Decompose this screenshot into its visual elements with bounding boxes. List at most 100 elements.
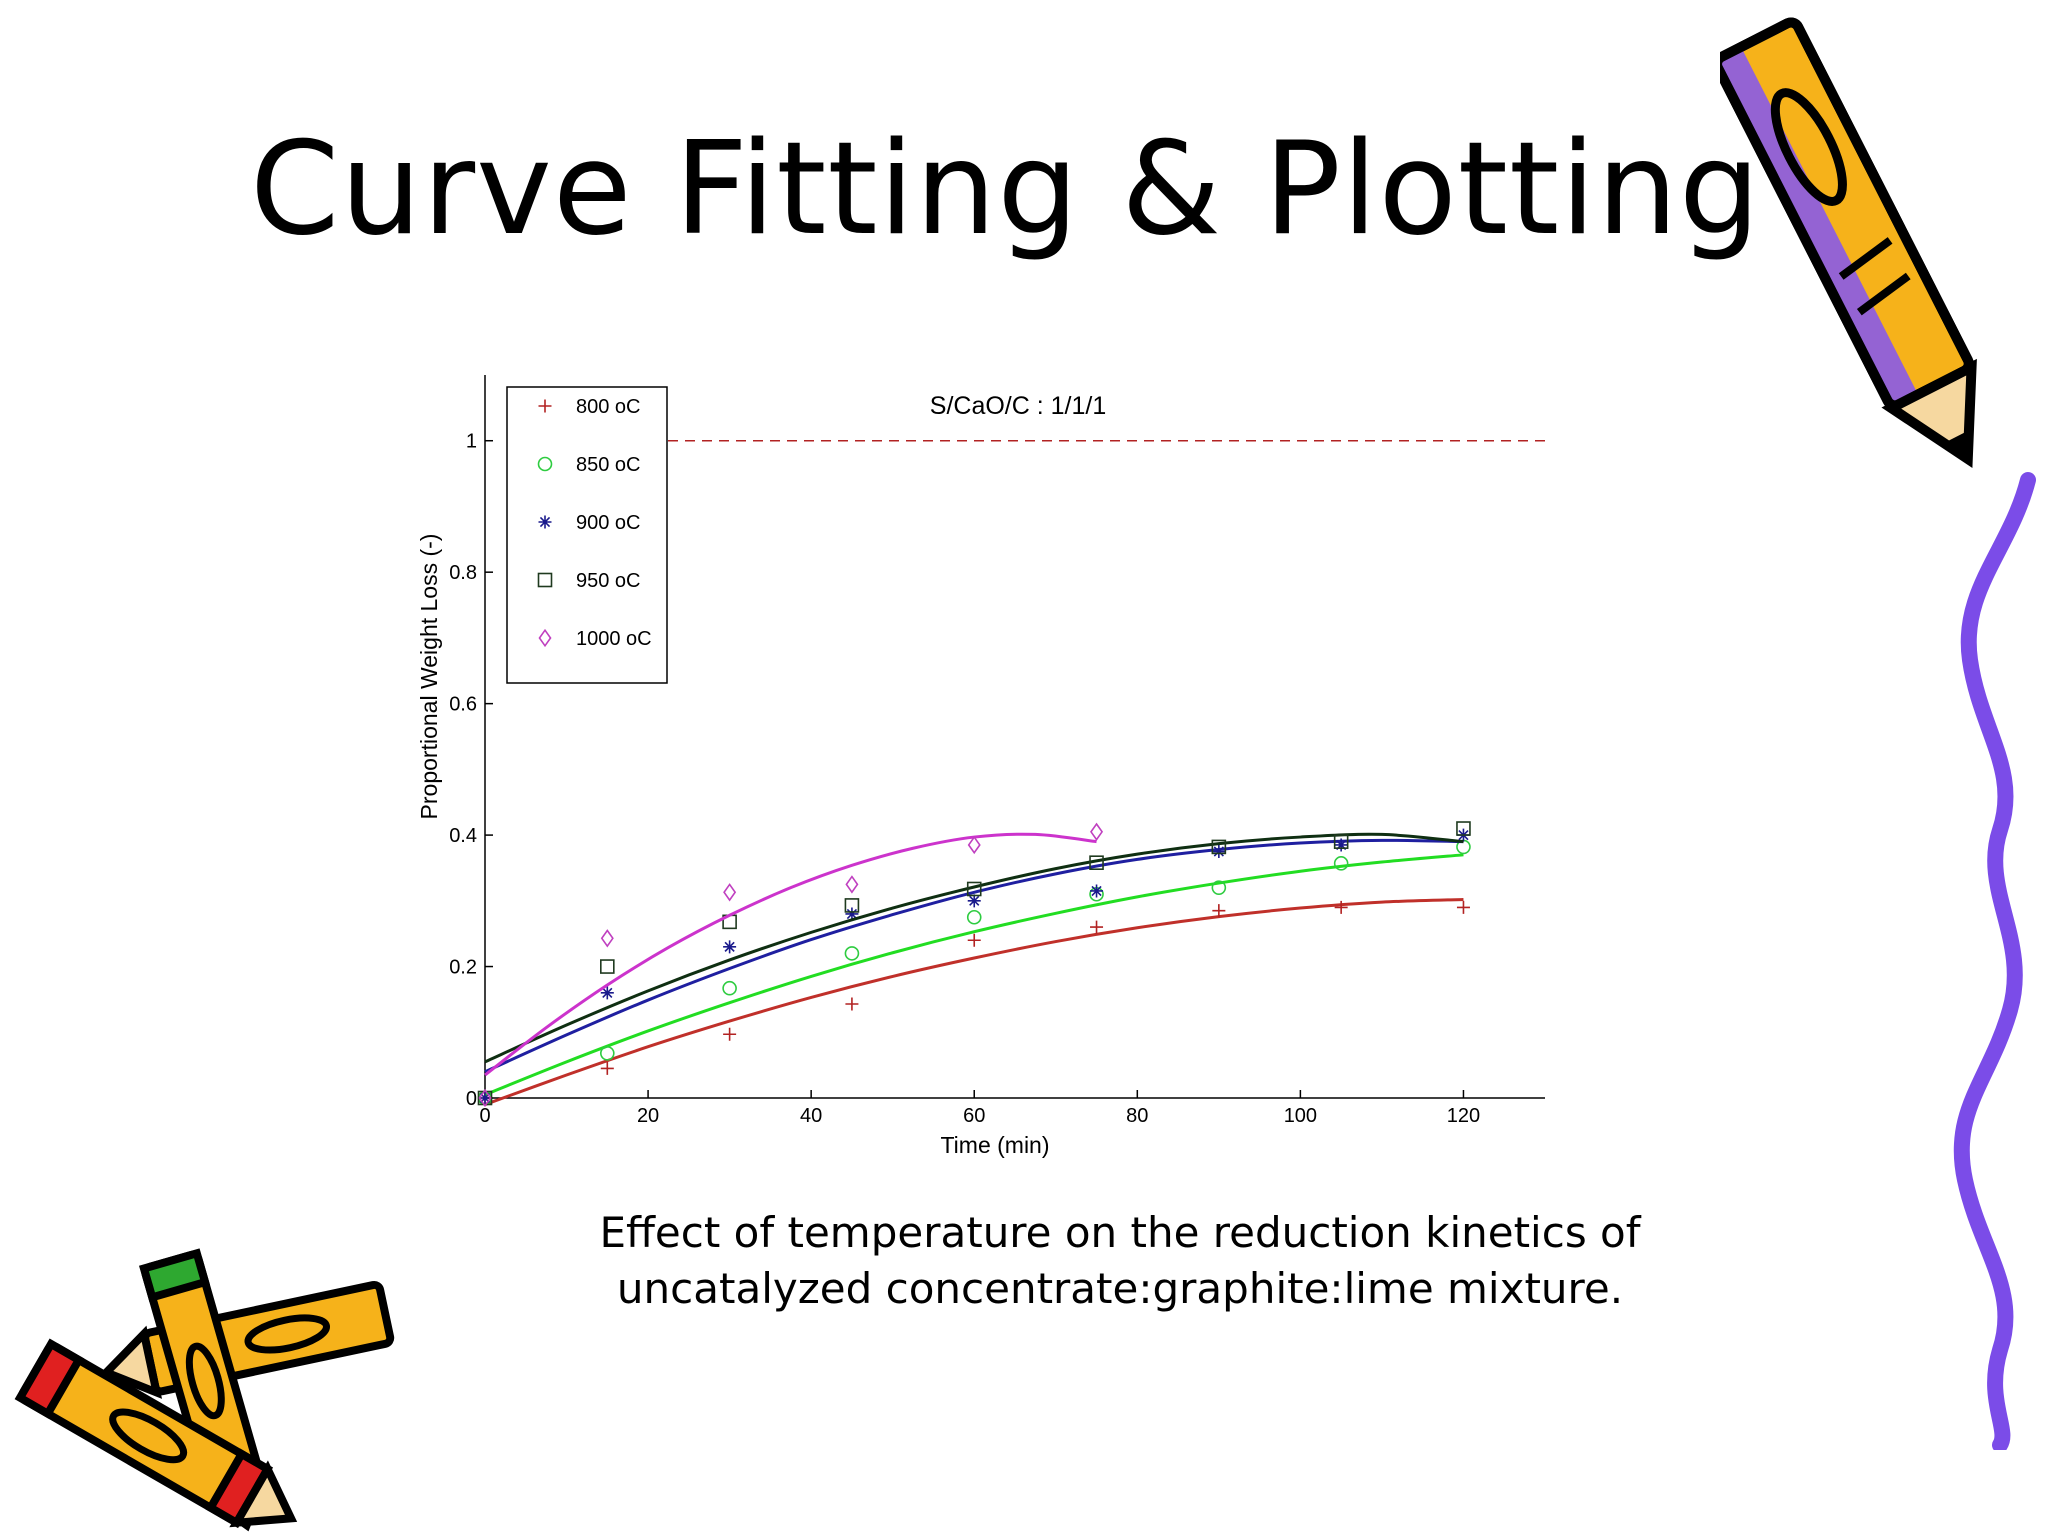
data-point (600, 1061, 614, 1075)
data-point (1333, 834, 1349, 849)
data-point (600, 959, 615, 974)
x-tick-label: 60 (963, 1105, 985, 1127)
legend-label: 800 oC (576, 396, 641, 418)
legend-label: 950 oC (576, 570, 641, 592)
x-axis-label: Time (min) (940, 1132, 1049, 1158)
square-marker (1089, 855, 1104, 870)
circle-marker (537, 456, 553, 472)
star-marker (538, 515, 552, 529)
plus-marker (1456, 900, 1470, 914)
data-point (967, 835, 981, 855)
fit-curve (484, 832, 1097, 1077)
circle-marker (600, 1046, 615, 1061)
data-point (1212, 845, 1226, 859)
square-marker (1211, 839, 1227, 855)
legend-marker (538, 399, 552, 413)
crayons-icon (14, 1248, 395, 1532)
series-4 (478, 822, 1104, 1108)
x-tick-label: 20 (637, 1105, 659, 1127)
data-point (1456, 821, 1471, 836)
data-point (844, 946, 860, 961)
data-point (600, 986, 614, 1000)
x-tick-label: 100 (1284, 1105, 1317, 1127)
x-tick-label: 0 (479, 1105, 490, 1127)
data-point (1090, 884, 1104, 898)
data-point (478, 1091, 492, 1105)
data-point (1090, 920, 1104, 934)
legend-marker (537, 572, 553, 588)
series-3 (477, 821, 1471, 1106)
square-marker (537, 572, 553, 588)
plus-marker (1334, 900, 1348, 914)
star-marker (723, 940, 737, 954)
circle-marker (1333, 856, 1349, 871)
pencil-icon (1720, 17, 1977, 469)
circle-marker (1211, 880, 1227, 895)
x-tick-label: 120 (1447, 1105, 1480, 1127)
data-point (723, 1027, 737, 1041)
data-point (1211, 839, 1227, 855)
star-marker (1090, 884, 1104, 898)
circle-marker (844, 946, 860, 961)
legend-label: 850 oC (576, 454, 641, 476)
data-point (845, 875, 859, 894)
star-marker (967, 894, 981, 908)
x-tick-label: 80 (1126, 1105, 1148, 1127)
y-tick-label: 0 (466, 1088, 477, 1110)
data-point (1089, 855, 1104, 870)
square-marker (1456, 821, 1471, 836)
data-point (600, 1046, 615, 1061)
y-tick-label: 0.4 (449, 825, 477, 847)
legend-marker (537, 456, 553, 472)
star-marker (600, 986, 614, 1000)
data-point (845, 997, 859, 1011)
diamond-marker (967, 835, 981, 855)
data-point (1212, 904, 1226, 918)
y-axis-label: Proportional Weight Loss (-) (416, 534, 442, 820)
chart-title: S/CaO/C : 1/1/1 (930, 392, 1106, 420)
plus-marker (845, 997, 859, 1011)
data-point (967, 933, 981, 947)
star-marker (845, 907, 859, 921)
data-point (723, 883, 737, 902)
data-point (478, 1088, 492, 1108)
data-point (967, 894, 981, 908)
y-tick-label: 0.8 (449, 562, 477, 584)
data-point (1333, 856, 1349, 871)
slide-caption: Effect of temperature on the reduction k… (520, 1205, 1720, 1317)
data-point (1456, 900, 1470, 914)
data-point (844, 898, 860, 913)
diamond-marker (478, 1088, 492, 1108)
data-point (966, 909, 982, 925)
plus-marker (723, 1027, 737, 1041)
legend-label: 1000 oC (576, 628, 652, 650)
data-point (1334, 838, 1348, 852)
slide-title: Curve Fitting & Plotting (250, 115, 1762, 264)
data-point (845, 907, 859, 921)
diamond-marker (600, 929, 614, 948)
data-point (1090, 822, 1104, 841)
data-point (600, 929, 614, 948)
square-marker (844, 898, 860, 913)
squiggle-line (1953, 472, 2036, 1450)
data-point (1334, 900, 1348, 914)
caption-line-1: Effect of temperature on the reduction k… (599, 1208, 1641, 1257)
y-tick-label: 0.6 (449, 694, 477, 716)
square-marker (1333, 834, 1349, 849)
diamond-marker (723, 883, 737, 902)
x-tick-label: 40 (800, 1105, 822, 1127)
plus-marker (1212, 904, 1226, 918)
plus-marker (538, 399, 552, 413)
fit-curve (484, 853, 1464, 1097)
star-marker (478, 1091, 492, 1105)
series-0 (478, 898, 1470, 1106)
legend-marker (538, 515, 552, 529)
plus-marker (1090, 920, 1104, 934)
square-marker (600, 959, 615, 974)
circle-marker (966, 909, 982, 925)
diamond-marker (845, 875, 859, 894)
plus-marker (600, 1061, 614, 1075)
data-point (722, 980, 737, 996)
diamond-marker (538, 628, 552, 648)
